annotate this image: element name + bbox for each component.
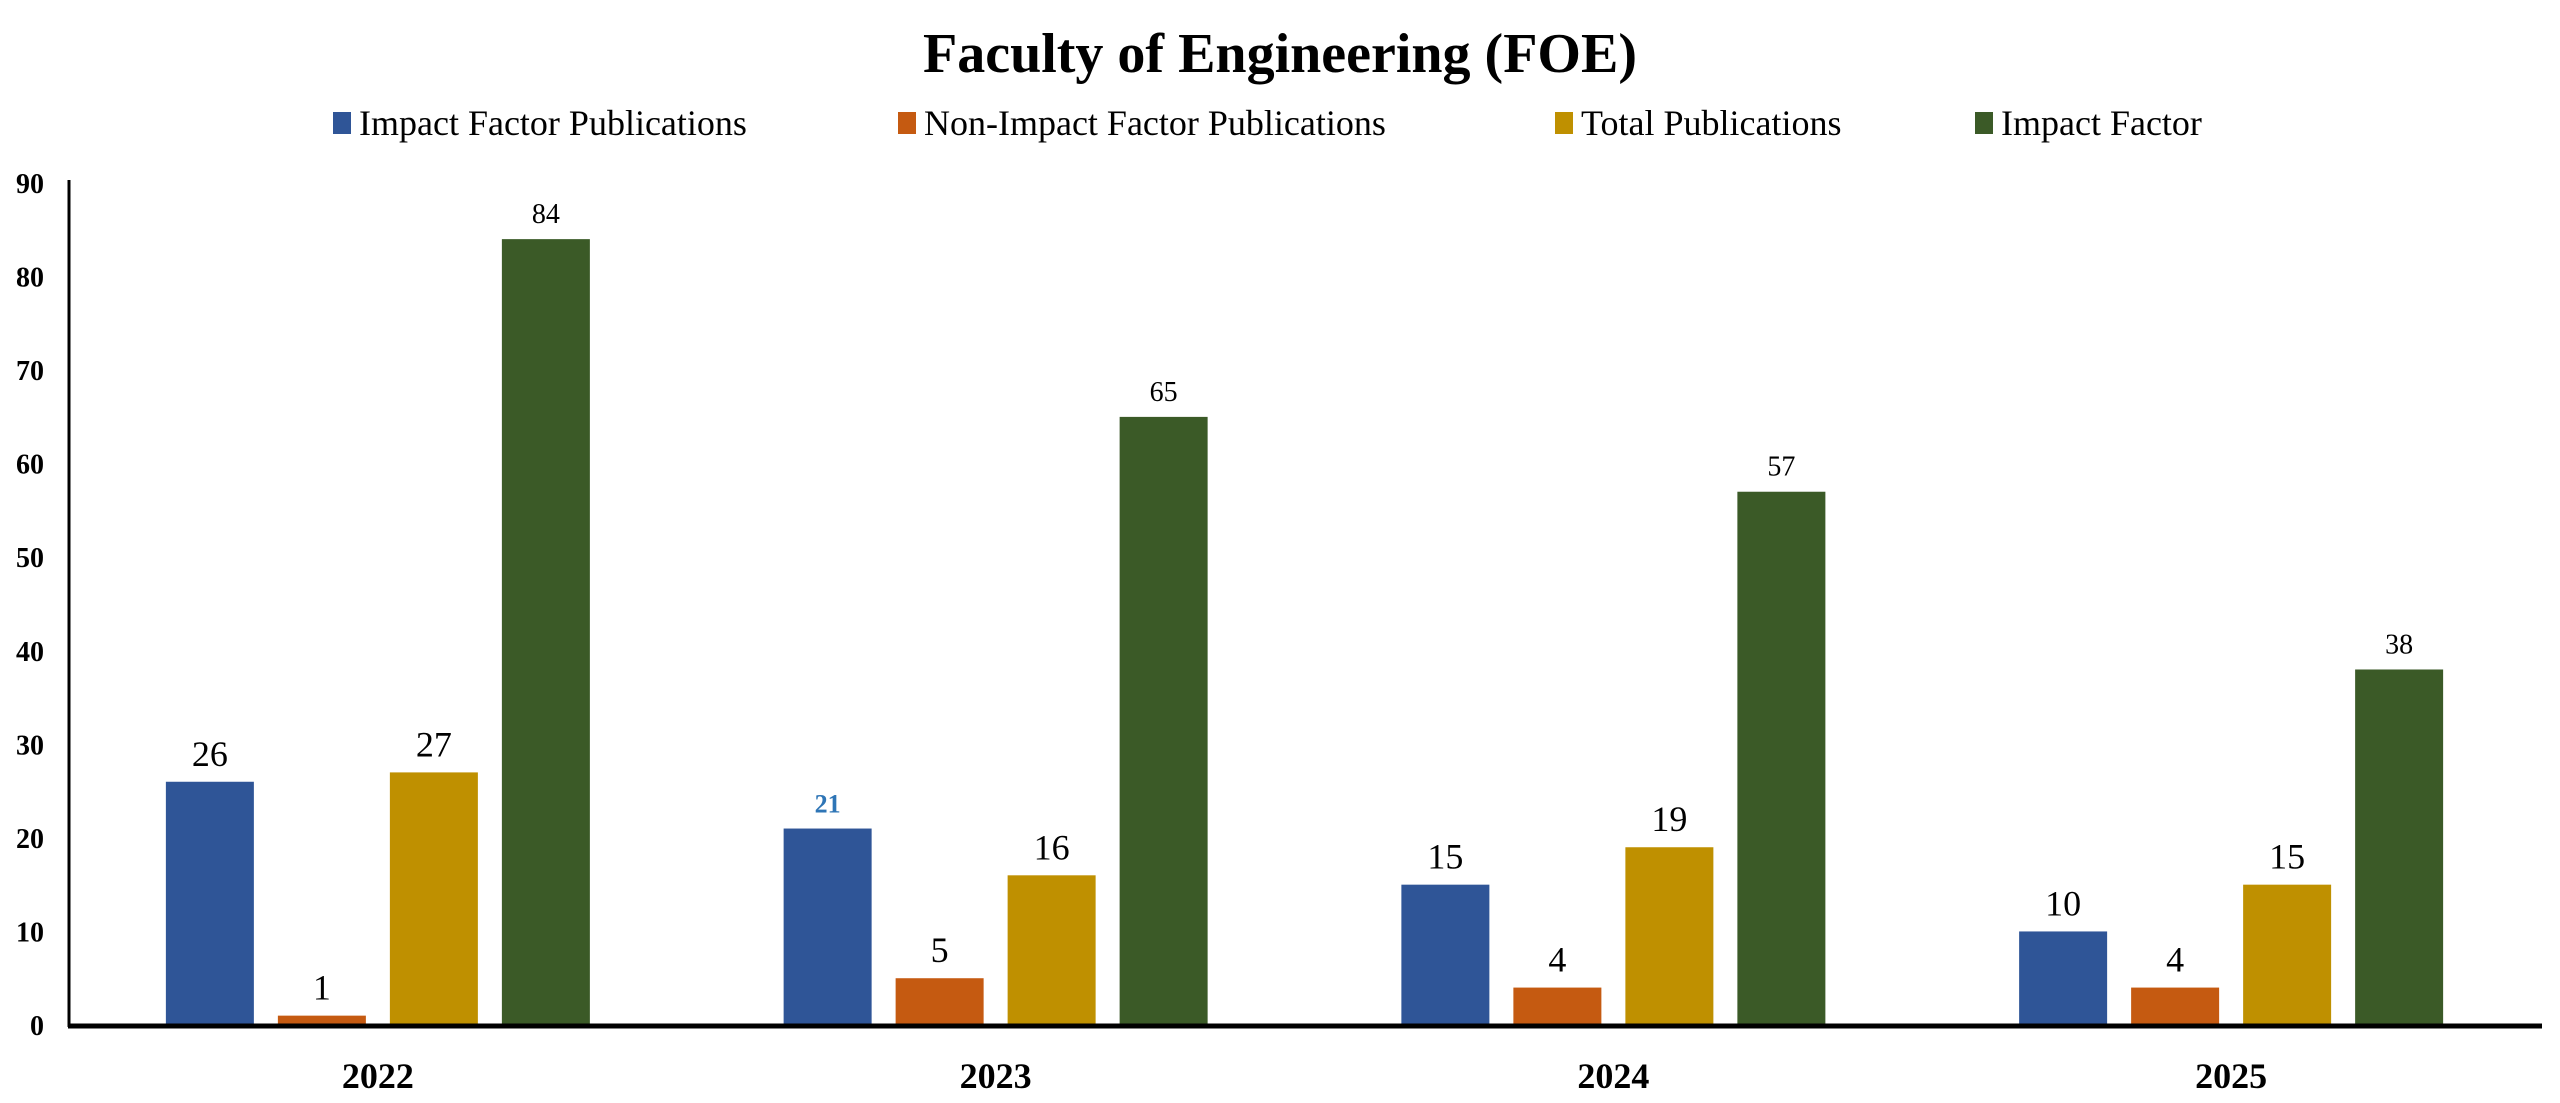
data-label: 27 [416, 724, 452, 764]
data-label: 57 [1767, 452, 1795, 483]
legend-swatch [333, 112, 351, 134]
bar-2025-series-3 [2355, 669, 2444, 1025]
bar-2023-series-3 [1119, 416, 1208, 1025]
legend-label: Impact Factor [2001, 103, 2202, 143]
bar-2022-series-3 [501, 239, 590, 1026]
data-label: 19 [1651, 799, 1687, 839]
data-labels: 26 1 27 84 21 5 16 65 15 4 19 57 10 4 15 38 [192, 199, 2413, 1008]
y-tick-label: 60 [16, 450, 44, 481]
bars [165, 239, 2444, 1026]
bar-2024-series-1 [1513, 987, 1602, 1025]
data-label: 15 [1427, 837, 1463, 877]
bar-2022-series-1 [277, 1015, 366, 1025]
x-category-label: 2023 [960, 1056, 1032, 1096]
x-category-label: 2024 [1577, 1056, 1649, 1096]
bar-2023-series-0 [783, 828, 872, 1025]
data-label: 21 [815, 790, 841, 819]
data-label: 38 [2385, 629, 2413, 660]
data-label: 10 [2045, 883, 2081, 923]
legend-label: Total Publications [1581, 103, 1841, 143]
x-category-label: 2025 [2195, 1056, 2267, 1096]
data-label: 65 [1150, 377, 1178, 408]
y-tick-label: 40 [16, 637, 44, 668]
bar-2025-series-0 [2019, 931, 2108, 1025]
y-tick-label: 30 [16, 730, 44, 761]
data-label: 16 [1034, 827, 1070, 867]
y-tick-label: 70 [16, 356, 44, 387]
bar-2022-series-0 [165, 781, 254, 1025]
bar-2023-series-2 [1007, 875, 1096, 1025]
y-tick-label: 80 [16, 263, 44, 294]
bar-2023-series-1 [895, 978, 984, 1025]
y-tick-label: 20 [16, 824, 44, 855]
data-label: 26 [192, 734, 228, 774]
legend-label: Impact Factor Publications [359, 103, 747, 143]
bar-2024-series-2 [1625, 847, 1714, 1025]
legend-swatch [1555, 112, 1573, 134]
bar-2022-series-2 [389, 772, 478, 1025]
x-axis-categories: 2022 2023 2024 2025 [342, 1056, 2267, 1096]
y-tick-label: 10 [16, 917, 44, 948]
bar-2025-series-2 [2243, 884, 2332, 1025]
y-axis-ticks: 0 10 20 30 40 50 60 70 80 90 [16, 169, 44, 1042]
data-label: 4 [1548, 940, 1566, 980]
chart-title: Faculty of Engineering (FOE) [923, 23, 1637, 85]
legend-label: Non-Impact Factor Publications [924, 103, 1386, 143]
data-label: 4 [2166, 940, 2184, 980]
data-label: 5 [931, 930, 949, 970]
data-label: 15 [2269, 837, 2305, 877]
legend: Impact Factor Publications Non-Impact Fac… [333, 103, 2202, 143]
legend-swatch [898, 112, 916, 134]
bar-2024-series-3 [1737, 491, 1826, 1025]
y-tick-label: 50 [16, 543, 44, 574]
x-category-label: 2022 [342, 1056, 414, 1096]
legend-swatch [1975, 112, 1993, 134]
data-label: 1 [313, 968, 331, 1008]
y-tick-label: 90 [16, 169, 44, 200]
bar-2024-series-0 [1401, 884, 1490, 1025]
data-label: 84 [532, 199, 560, 230]
y-tick-label: 0 [30, 1011, 44, 1042]
bar-2025-series-1 [2131, 987, 2220, 1025]
